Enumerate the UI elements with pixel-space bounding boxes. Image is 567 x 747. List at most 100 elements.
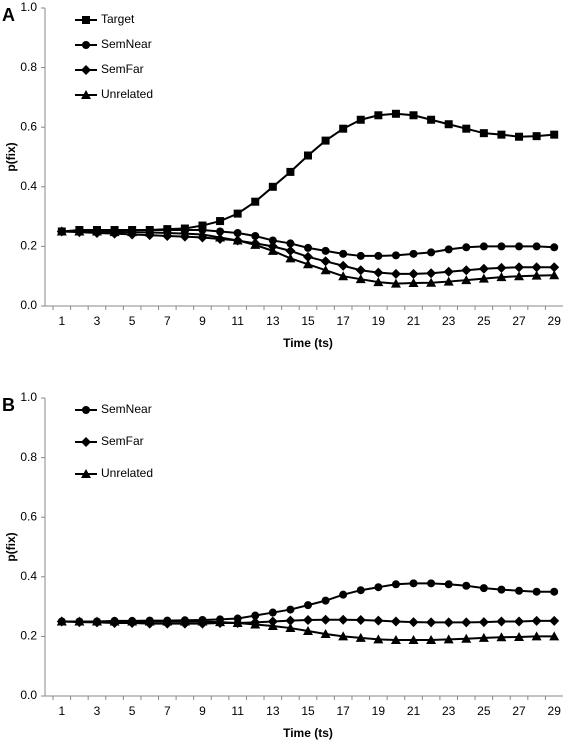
x-tick-label: 25	[477, 314, 491, 328]
legend-marker	[81, 65, 91, 75]
data-point	[321, 246, 330, 255]
legend-marker	[82, 406, 90, 414]
data-point	[373, 634, 384, 644]
data-point	[497, 585, 506, 594]
data-point	[443, 634, 454, 644]
x-tick-label: 29	[548, 314, 562, 328]
data-point	[550, 587, 559, 596]
y-tick-label: 0.8	[20, 450, 37, 464]
data-point	[74, 616, 85, 626]
data-point	[267, 245, 278, 255]
data-point	[408, 278, 419, 288]
data-point	[391, 251, 400, 260]
data-point	[426, 634, 437, 644]
data-point	[409, 111, 418, 120]
data-point	[549, 631, 560, 641]
data-point	[514, 262, 525, 273]
legend-label: Target	[101, 12, 135, 26]
data-point	[461, 265, 472, 276]
x-tick-label: 23	[442, 704, 456, 718]
data-point	[550, 243, 559, 252]
x-tick-label: 15	[301, 314, 315, 328]
x-tick-label: 3	[94, 704, 101, 718]
data-point	[320, 614, 331, 625]
x-tick-label: 19	[372, 704, 386, 718]
data-point	[303, 626, 313, 636]
data-point	[374, 111, 383, 120]
data-point	[216, 227, 225, 236]
data-point	[374, 583, 383, 592]
x-tick-label: 1	[58, 704, 65, 718]
data-point	[531, 631, 542, 641]
data-point	[355, 615, 366, 626]
data-point	[478, 632, 489, 642]
data-point	[56, 616, 67, 626]
data-point	[514, 631, 525, 641]
x-tick-label: 7	[164, 314, 171, 328]
data-point	[109, 616, 120, 626]
data-point	[286, 605, 295, 614]
data-point	[268, 182, 277, 191]
data-point	[409, 579, 418, 588]
data-point	[321, 136, 330, 145]
data-point	[215, 617, 226, 627]
x-tick-label: 27	[512, 314, 526, 328]
data-point	[56, 226, 67, 236]
data-point	[304, 151, 312, 160]
x-tick-label: 9	[199, 314, 206, 328]
data-point	[408, 634, 419, 644]
data-point	[479, 129, 488, 138]
data-point	[250, 619, 261, 629]
x-tick-label: 11	[231, 704, 244, 718]
y-tick-label: 0.4	[20, 569, 37, 583]
data-point	[268, 236, 277, 245]
data-point	[127, 227, 138, 237]
x-tick-label: 17	[336, 704, 350, 718]
data-point	[515, 132, 524, 141]
data-point	[515, 586, 524, 595]
data-point	[320, 256, 331, 267]
y-tick-label: 0.2	[20, 629, 37, 643]
data-point	[250, 239, 261, 249]
data-point	[549, 262, 560, 273]
data-point	[162, 616, 173, 626]
data-point	[515, 242, 524, 251]
data-point	[251, 197, 260, 206]
x-tick-label: 27	[512, 704, 526, 718]
data-point	[127, 616, 138, 626]
legend-marker	[82, 41, 90, 49]
x-tick-label: 13	[266, 314, 280, 328]
x-tick-label: 25	[477, 704, 491, 718]
panel-label: B	[2, 395, 15, 415]
data-point	[197, 229, 208, 239]
data-point	[478, 273, 489, 283]
data-point	[408, 268, 419, 279]
data-point	[497, 242, 506, 251]
data-point	[531, 615, 542, 626]
data-point	[479, 242, 488, 251]
legend-marker	[81, 469, 91, 478]
data-point	[303, 251, 313, 262]
data-point	[198, 221, 207, 230]
data-point	[286, 239, 295, 248]
data-point	[461, 633, 472, 643]
data-point	[232, 235, 243, 245]
data-point	[356, 251, 365, 260]
data-point	[74, 226, 85, 236]
legend-label: SemFar	[101, 434, 144, 448]
data-point	[532, 587, 541, 596]
y-tick-label: 0.0	[20, 298, 37, 312]
data-point	[496, 632, 507, 642]
x-tick-label: 5	[129, 314, 136, 328]
data-point	[267, 620, 278, 630]
data-point	[233, 228, 242, 237]
data-point	[373, 267, 384, 278]
data-point	[390, 268, 401, 279]
data-point	[356, 115, 365, 124]
data-point	[304, 243, 312, 252]
data-point	[426, 617, 437, 628]
legend-marker	[81, 90, 91, 99]
x-tick-label: 13	[266, 704, 280, 718]
